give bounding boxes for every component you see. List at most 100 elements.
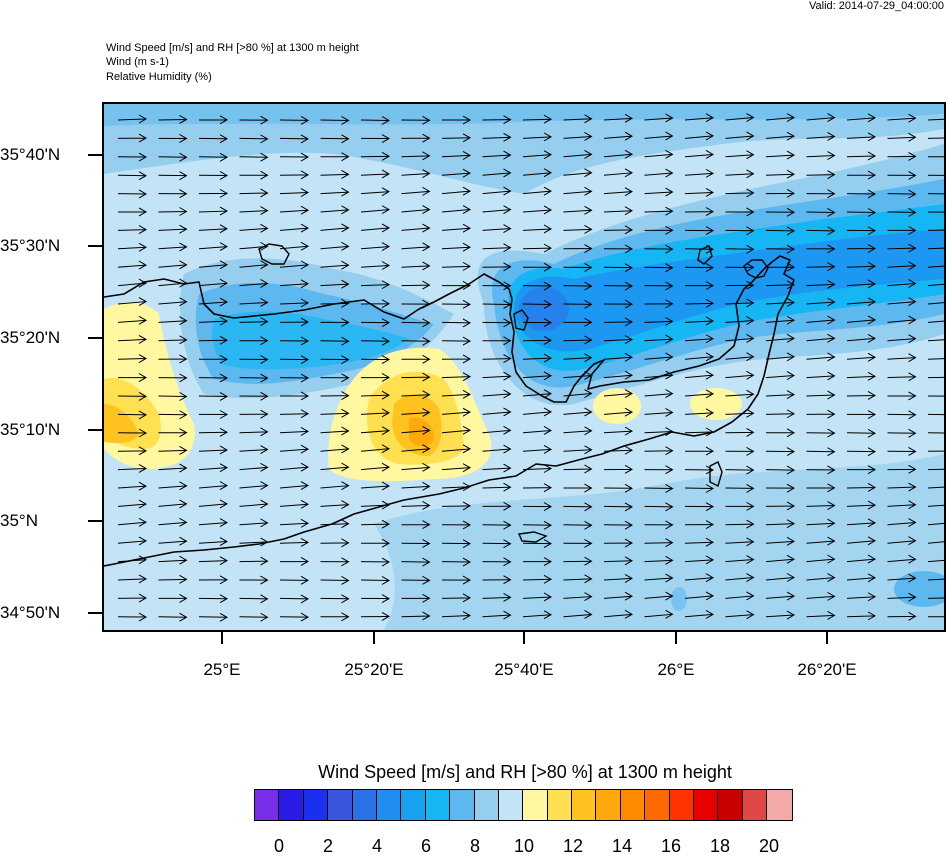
wind-arrow <box>522 150 553 160</box>
wind-arrow <box>603 131 634 141</box>
wind-arrow <box>887 279 917 288</box>
wind-arrow <box>522 574 553 584</box>
wind-arrow <box>603 538 634 548</box>
wind-arrow <box>522 610 553 620</box>
wind-arrow <box>684 427 715 437</box>
wind-arrow <box>887 500 917 510</box>
wind-arrow <box>360 538 391 548</box>
wind-arrow <box>725 427 755 437</box>
wind-arrow <box>198 594 229 604</box>
wind-arrow <box>765 150 796 160</box>
wind-arrow <box>279 170 310 180</box>
wind-arrow <box>563 353 593 363</box>
wind-arrow <box>239 462 269 472</box>
wind-arrow <box>198 518 229 528</box>
wind-arrow <box>482 463 512 473</box>
wind-arrow <box>846 447 877 457</box>
wind-arrow <box>603 520 634 530</box>
wind-arrow <box>239 518 269 528</box>
wind-arrow <box>239 298 269 307</box>
wind-arrow <box>320 538 350 548</box>
wind-arrow <box>603 464 634 474</box>
wind-arrow <box>603 502 634 512</box>
wind-arrow <box>117 536 148 546</box>
wind-arrow <box>239 409 269 419</box>
wind-arrow <box>239 336 269 346</box>
wind-arrow <box>644 352 674 362</box>
wind-arrow <box>198 556 229 566</box>
wind-arrow <box>725 207 755 217</box>
wind-arrow <box>239 115 269 125</box>
map-panel[interactable] <box>102 102 946 632</box>
lat-tick <box>88 612 102 614</box>
wind-arrow <box>522 353 553 363</box>
wind-arrow <box>117 481 148 491</box>
wind-arrow <box>117 114 148 124</box>
wind-arrow <box>684 244 715 254</box>
wind-arrow <box>846 189 877 199</box>
wind-arrow <box>158 392 188 401</box>
wind-arrow <box>887 189 917 199</box>
wind-arrow <box>806 591 836 601</box>
wind-arrow <box>806 208 836 217</box>
wind-arrow <box>320 223 350 233</box>
wind-arrow <box>401 205 431 214</box>
wind-arrow <box>482 575 512 585</box>
wind-arrow <box>482 336 512 346</box>
wind-arrow <box>198 612 229 622</box>
wind-arrow <box>563 556 593 566</box>
wind-arrow <box>158 445 188 455</box>
wind-arrow <box>401 611 431 621</box>
wind-arrow <box>806 352 836 362</box>
wind-arrow <box>684 334 715 344</box>
wind-arrow <box>644 427 674 436</box>
wind-arrow <box>117 446 148 456</box>
colorbar <box>254 789 793 821</box>
wind-arrow <box>563 299 593 309</box>
wind-arrow <box>846 352 877 362</box>
wind-arrow <box>239 499 269 509</box>
wind-arrow <box>360 611 391 621</box>
wind-arrow <box>360 205 391 215</box>
wind-arrow <box>765 573 796 582</box>
colorbar-label: 10 <box>513 836 535 856</box>
wind-arrow <box>198 427 229 437</box>
colorbar-swatch <box>255 790 280 820</box>
wind-arrow <box>644 334 674 344</box>
wind-arrow <box>401 408 431 417</box>
wind-arrow <box>522 243 553 253</box>
wind-arrow <box>846 132 877 142</box>
wind-arrow <box>603 187 634 197</box>
wind-arrow <box>887 536 917 546</box>
colorbar-swatch <box>328 790 353 820</box>
lat-label-35-10: 35°10'N <box>0 420 61 439</box>
wind-arrow <box>117 428 148 438</box>
lat-tick <box>88 337 102 339</box>
wind-arrow <box>522 426 553 435</box>
wind-arrow <box>117 593 148 603</box>
wind-arrow <box>927 339 944 342</box>
wind-arrow <box>158 499 188 509</box>
wind-arrow <box>279 481 310 490</box>
wind-arrow <box>684 573 715 583</box>
wind-arrow <box>806 132 836 141</box>
wind-arrow <box>684 316 715 326</box>
wind-arrow <box>603 317 634 327</box>
wind-arrow <box>320 576 350 585</box>
lon-label-26: 26°E <box>657 660 695 679</box>
wind-arrow <box>522 186 553 196</box>
wind-arrow <box>684 207 715 217</box>
wind-arrow <box>603 335 634 344</box>
colorbar-swatch <box>718 790 743 820</box>
wind-arrow <box>563 281 593 291</box>
wind-arrow <box>522 502 553 512</box>
wind-arrow <box>644 299 674 309</box>
wind-arrow <box>360 223 391 233</box>
wind-arrow <box>603 370 634 380</box>
wind-arrow <box>401 261 431 271</box>
wind-arrow <box>320 260 350 270</box>
wind-arrow <box>806 390 836 400</box>
wind-arrow <box>482 557 512 567</box>
island-east-2 <box>743 259 769 279</box>
wind-arrow <box>563 389 593 398</box>
